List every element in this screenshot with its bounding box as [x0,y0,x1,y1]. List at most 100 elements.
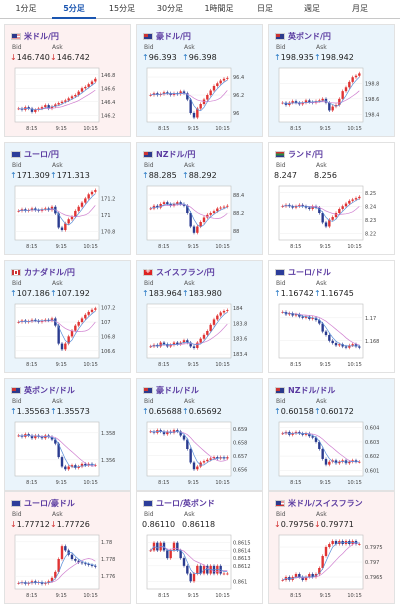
pair-name-link[interactable]: 豪ドル/ドル [156,385,199,395]
candle-body [226,77,229,79]
candle-body [216,208,219,212]
mini-chart[interactable]: 0.7975 0.797 0.7965 8:15 9:15 10:15 [277,533,388,601]
candle-body [348,81,351,88]
mini-chart[interactable]: 96.4 96.2 96 8:15 9:15 10:15 [145,66,256,134]
tab-4[interactable]: 1時間足 [204,4,234,13]
rate-card[interactable]: スイスフラン/円BidAsk↑183.964↑183.980184183.818… [136,260,263,373]
pair-header: ランド/円 [275,149,323,159]
rate-card[interactable]: カナダドル/円 Bid Ask ↑107.186 ↑107.192 107.2 107 106… [4,260,131,373]
mini-chart[interactable]: 171.2 171 170.8 8:15 9:15 10:15 [13,184,124,252]
bid-price: 88.285 [148,171,177,180]
candle-body [40,107,44,109]
tab-1[interactable]: 5分足 [52,0,96,19]
rate-card[interactable]: 米ドル/円 Bid Ask ↓146.740 ↓146.742 146.8 146.6 146… [4,24,131,137]
candle-body [77,91,80,95]
mini-chart[interactable]: 1.78 1.778 1.776 8:15 9:15 10:15 [13,533,124,601]
ask-direction-icon: ↓ [50,520,57,529]
rate-card[interactable]: ユーロ/豪ドル Bid Ask ↓1.77712 ↓1.77726 1.78 1.778 1.… [4,491,131,604]
x-tick-label: 9:15 [56,126,67,132]
bid-value: 8.247 [274,171,297,180]
ma-short-line [18,193,96,226]
pair-name-link[interactable]: 米ドル/スイスフラン [288,498,363,508]
mini-chart[interactable]: 146.8 146.6 146.4 146.2 8:15 9:15 10:15 [13,66,124,134]
mini-chart[interactable]: 107.2 107 106.8 106.6 8:15 9:15 10:15 [13,302,124,370]
pair-name-link[interactable]: 英ポンド/円 [288,31,331,41]
pair-name-link[interactable]: ユーロ/豪ドル [24,498,75,508]
rate-card[interactable]: ユーロ/英ポンド Bid Ask 0.86110 0.86118 0.8615 0.8614… [136,491,263,604]
pair-name-link[interactable]: ユーロ/円 [24,149,59,159]
candle-body [17,322,20,323]
mini-chart[interactable]: 1.358 1.356 8:15 9:15 10:15 [13,420,124,488]
mini-chart[interactable]: 184 183.8 183.6 183.4 8:15 9:15 10:15 [145,302,256,370]
rate-card[interactable]: 英ポンド/ドル Bid Ask ↑1.35563 ↑1.35573 1.358 1.356 8… [4,378,131,491]
mini-chart[interactable]: 88.4 88.2 88 8:15 9:15 10:15 [145,184,256,252]
rate-card[interactable]: 豪ドル/円 Bid Ask ↑96.393 ↑96.398 96.4 96.2 96 8:15 9… [136,24,263,137]
candle-body [34,208,37,211]
rate-card[interactable]: 英ポンド/円 Bid Ask ↑198.935 ↑198.942 198.8 198.6 19… [268,24,395,137]
pair-name-link[interactable]: NZドル/ドル [288,385,336,395]
x-tick-label: 8:15 [290,126,301,132]
pair-name-link[interactable]: NZドル/円 [156,149,196,159]
ask-value: ↑1.35573 [50,407,90,416]
tab-3[interactable]: 30分足 [156,4,184,13]
bid-value: ↓0.79756 [274,520,314,529]
candle-body [67,98,70,101]
bid-price: 1.77712 [16,520,50,529]
mini-chart[interactable]: 0.659 0.658 0.657 0.656 8:15 9:15 10:15 [145,420,256,488]
rate-card[interactable]: ランド/円 Bid Ask 8.247 8.256 8.25 8.24 8.23 8.22 8:1… [268,142,395,255]
tab-2[interactable]: 15分足 [108,4,136,13]
pair-name-link[interactable]: 英ポンド/ドル [24,385,75,395]
tab-6[interactable]: 週足 [304,4,320,13]
rate-card[interactable]: 米ドル/スイスフラン Bid Ask ↓0.79756 ↓0.79771 0.7975 0.… [268,491,395,604]
x-tick-label: 9:15 [320,126,331,132]
rate-card[interactable]: ユーロ/ドル Bid Ask ↑1.16742 ↑1.16745 1.17 1.168 8:1… [268,260,395,373]
pair-name-link[interactable]: カナダドル/円 [24,267,75,277]
x-tick-label: 9:15 [320,362,331,368]
candle-body [291,101,294,103]
candle-body [34,319,37,321]
candle-body [331,541,334,544]
rate-card[interactable]: ユーロ/円 Bid Ask ↑171.309 ↑171.313 171.2 171 170.8… [4,142,131,255]
candle-body [54,439,57,444]
pair-name-link[interactable]: ランド/円 [288,149,323,159]
ma-long-line [150,546,228,572]
candlestick-chart: 0.659 0.658 0.657 0.656 8:15 9:15 10:15 [146,421,247,486]
mini-chart[interactable]: 0.8615 0.8614 0.8613 0.8612 0.861 8:15 9:15 10:… [145,533,256,601]
rate-card[interactable]: 豪ドル/ドル Bid Ask ↑0.65688 ↑0.65692 0.659 0.658 0.… [136,378,263,491]
pair-name-link[interactable]: ユーロ/ドル [288,267,331,277]
candle-body [334,343,338,346]
tab-5[interactable]: 日足 [257,4,273,13]
pair-header: ユーロ/ドル [275,267,331,277]
rate-card[interactable]: NZドル/円 Bid Ask ↑88.285 ↑88.292 88.4 88.2 88 8:15… [136,142,263,255]
flag-nz-icon [143,150,153,158]
candle-body [338,461,341,464]
mini-chart[interactable]: 8.25 8.24 8.23 8.22 8:15 9:15 10:15 [277,184,388,252]
candle-body [149,431,152,433]
tab-7[interactable]: 月足 [352,4,368,13]
candle-body [189,213,192,227]
ma-short-line [282,76,360,107]
pair-name-link[interactable]: 豪ドル/円 [156,31,191,41]
ask-label: Ask [52,162,63,169]
pair-name-link[interactable]: ユーロ/英ポンド [156,498,215,508]
candle-body [44,319,47,321]
ma-short-line [282,542,360,581]
candle-body [64,466,67,470]
mini-chart[interactable]: 198.8 198.6 198.4 8:15 9:15 10:15 [277,66,388,134]
pair-name-link[interactable]: 米ドル/円 [24,31,59,41]
mini-chart[interactable]: 1.17 1.168 8:15 9:15 10:15 [277,302,388,370]
tab-0[interactable]: 1分足 [15,4,37,13]
candle-body [80,88,84,92]
candle-body [206,331,209,335]
x-tick-label: 10:15 [215,126,229,132]
candle-body [17,210,20,212]
mini-chart[interactable]: 0.604 0.603 0.602 0.601 8:15 9:15 10:15 [277,420,388,488]
candle-body [334,105,338,107]
flag-nz-icon [275,386,285,394]
candle-body [318,568,321,574]
rate-card[interactable]: NZドル/ドル Bid Ask ↑0.60158 ↑0.60172 0.604 0.603 0… [268,378,395,491]
bid-direction-icon: ↓ [274,520,281,529]
candle-body [298,431,301,434]
pair-name-link[interactable]: スイスフラン/円 [156,267,215,277]
ask-direction-icon: ↑ [314,53,321,62]
